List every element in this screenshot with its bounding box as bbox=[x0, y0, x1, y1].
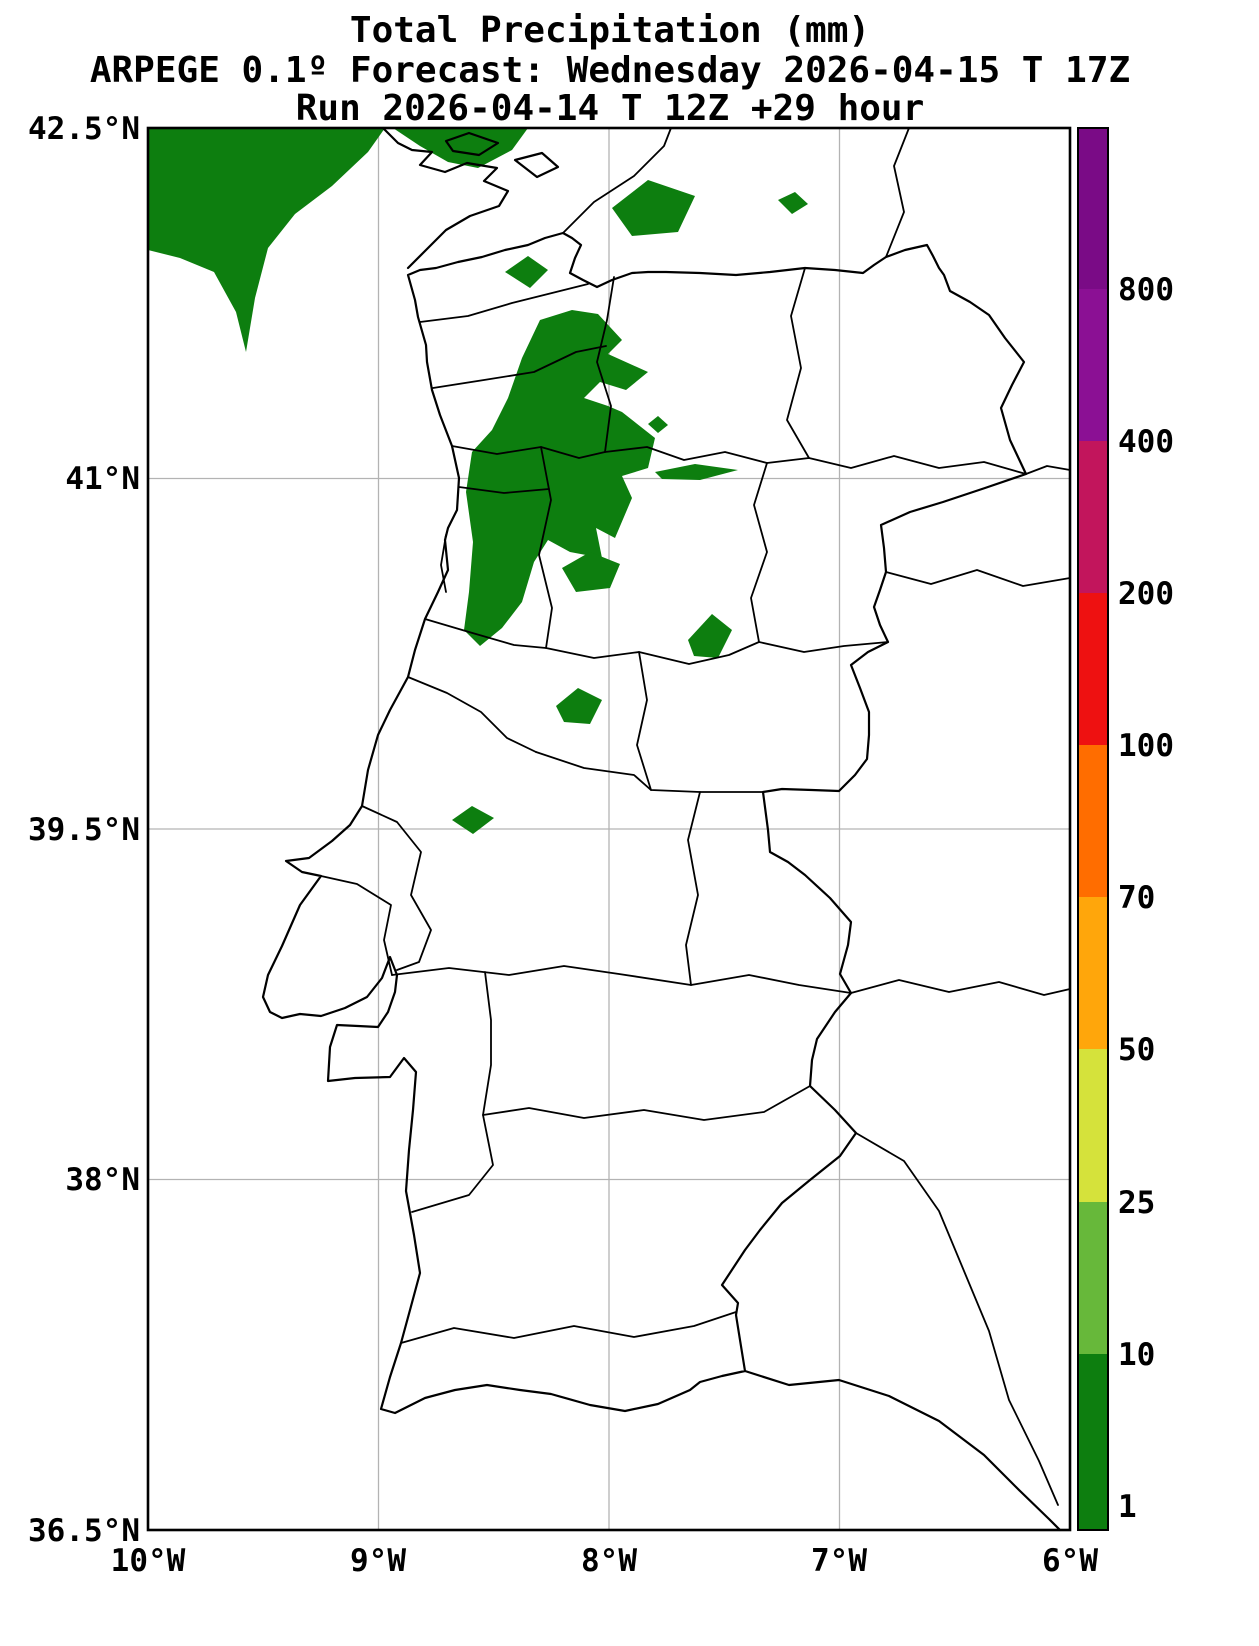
colorbar-segment-100-200 bbox=[1078, 593, 1108, 745]
district-boundary bbox=[407, 676, 537, 753]
chart-subtitle-forecast: ARPEGE 0.1º Forecast: Wednesday 2026-04-… bbox=[90, 50, 1130, 91]
district-boundary bbox=[538, 446, 553, 649]
lat-axis: 42.5°N 41°N 39.5°N 38°N 36.5°N bbox=[28, 111, 140, 1549]
precip-patch-minho bbox=[505, 256, 548, 288]
precip-patch-porto-viseu bbox=[464, 310, 655, 646]
colorbar-tick-label: 800 bbox=[1118, 272, 1174, 308]
precip-patch-small-ne bbox=[778, 192, 808, 214]
colorbar-segment-gt800 bbox=[1078, 128, 1108, 289]
lon-tick-label: 8°W bbox=[581, 1543, 637, 1579]
huelva-coastline bbox=[743, 1369, 1062, 1532]
lon-tick-label: 6°W bbox=[1042, 1543, 1098, 1579]
spain-boundary bbox=[855, 1132, 1059, 1506]
colorbar-tick-label: 50 bbox=[1118, 1032, 1155, 1068]
district-boundary-douro bbox=[451, 445, 1027, 475]
district-boundary bbox=[636, 651, 764, 793]
precip-patch-dao bbox=[562, 552, 620, 592]
precip-patch-nw-corner bbox=[148, 128, 385, 352]
precip-patch-serra-estrela bbox=[688, 614, 732, 658]
galicia-coastline bbox=[381, 126, 510, 270]
district-boundary bbox=[535, 751, 652, 791]
precip-patch-tiny-douro bbox=[648, 416, 668, 433]
lat-tick-label: 41°N bbox=[65, 461, 140, 497]
colorbar-segment-25-50 bbox=[1078, 1049, 1108, 1202]
colorbar-tick-label: 1 bbox=[1118, 1489, 1137, 1525]
district-boundary bbox=[320, 875, 393, 976]
colorbar-tick-label: 100 bbox=[1118, 728, 1174, 764]
lon-tick-label: 9°W bbox=[350, 1543, 406, 1579]
precip-patch-rias bbox=[393, 128, 528, 168]
district-boundary bbox=[482, 1085, 811, 1121]
lat-tick-label: 42.5°N bbox=[28, 111, 140, 147]
lon-tick-label: 7°W bbox=[811, 1543, 867, 1579]
district-boundary bbox=[458, 486, 550, 494]
lon-tick-label: 10°W bbox=[111, 1543, 186, 1579]
district-boundary bbox=[432, 345, 607, 389]
portugal-outline bbox=[261, 231, 1028, 1415]
precip-patch-inland-galicia bbox=[612, 180, 695, 236]
spain-boundary bbox=[885, 127, 910, 258]
ria-island-2 bbox=[513, 151, 560, 179]
district-boundary bbox=[419, 283, 589, 323]
district-boundary bbox=[411, 971, 494, 1213]
district-boundary bbox=[750, 462, 768, 643]
lat-tick-label: 39.5°N bbox=[28, 812, 140, 848]
colorbar-segment-70-100 bbox=[1078, 745, 1108, 897]
precip-patch-central bbox=[556, 688, 602, 724]
precip-patch-39-5n bbox=[452, 806, 494, 834]
ria-island-1 bbox=[444, 131, 500, 157]
spain-boundary bbox=[562, 127, 672, 234]
district-boundary bbox=[400, 1311, 737, 1344]
chart-title: Total Precipitation (mm) bbox=[350, 10, 870, 51]
map-frame bbox=[146, 126, 1072, 1532]
district-boundary bbox=[685, 791, 701, 986]
colorbar: 800 400 200 100 70 50 25 10 1 bbox=[1077, 127, 1174, 1531]
colorbar-segment-1-10 bbox=[1078, 1354, 1108, 1530]
precip-patch-41n-sliver bbox=[655, 464, 738, 480]
district-boundary-aveiro-lagoon bbox=[440, 534, 447, 593]
colorbar-tick-label: 400 bbox=[1118, 424, 1174, 460]
district-boundary bbox=[361, 805, 432, 971]
district-boundary bbox=[758, 641, 889, 653]
spain-boundary bbox=[885, 569, 1071, 587]
colorbar-tick-label: 70 bbox=[1118, 880, 1155, 916]
precipitation-areas bbox=[148, 128, 808, 834]
lat-tick-label: 36.5°N bbox=[28, 1513, 140, 1549]
title-block: Total Precipitation (mm) ARPEGE 0.1º For… bbox=[90, 10, 1130, 129]
district-boundary bbox=[786, 267, 810, 459]
district-boundary bbox=[424, 618, 760, 665]
colorbar-segment-10-25 bbox=[1078, 1202, 1108, 1354]
colorbar-tick-label: 10 bbox=[1118, 1337, 1155, 1373]
colorbar-tick-label: 25 bbox=[1118, 1185, 1155, 1221]
lat-tick-label: 38°N bbox=[65, 1162, 140, 1198]
spain-boundary bbox=[1025, 465, 1071, 475]
colorbar-segment-50-70 bbox=[1078, 897, 1108, 1049]
chart-subtitle-run: Run 2026-04-14 T 12Z +29 hour bbox=[296, 88, 925, 129]
district-boundary bbox=[391, 965, 852, 994]
district-boundary bbox=[596, 276, 615, 453]
colorbar-tick-label: 200 bbox=[1118, 576, 1174, 612]
colorbar-segment-400-800 bbox=[1078, 289, 1108, 441]
boundaries bbox=[261, 126, 1071, 1532]
lon-axis: 10°W 9°W 8°W 7°W 6°W bbox=[111, 1543, 1099, 1579]
spain-boundary bbox=[850, 979, 1071, 996]
colorbar-segment-200-400 bbox=[1078, 441, 1108, 593]
colorbar-outline bbox=[1077, 127, 1109, 1531]
